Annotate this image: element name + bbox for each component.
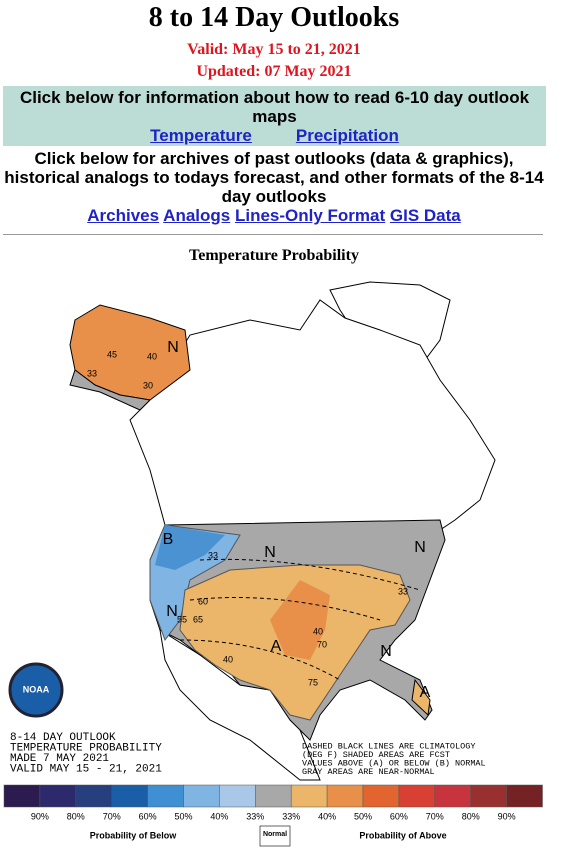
link[interactable]: Temperature [150,126,252,145]
region-letter: N [414,539,426,556]
legend-swatch [290,784,328,808]
contour-label: 33 [208,550,218,560]
region-letter: A [420,684,431,701]
legend-title: Probability of Above [359,830,446,840]
legend-swatch [434,784,471,808]
region-letter: B [163,531,174,548]
contour-label: 30 [143,380,153,390]
map-title: Temperature Probability [189,247,359,264]
valid-date: Valid: May 15 to 21, 2021 [187,41,361,58]
map-label: TEMPERATURE PROBABILITY [10,742,162,754]
info-box: Click below for information about how to… [3,86,546,146]
contour-label: 40 [147,351,157,361]
region-letter: N [380,643,392,660]
outlook-map: NOAA N B N N N A N A 45 40 33 30 33 60 55 65 40 40 70 75 33 8… [3,281,543,847]
map-note: (DEG F) SHADED AREAS ARE FCST [302,750,450,760]
map-note: GRAY AREAS ARE NEAR-NORMAL [302,767,435,777]
legend-swatch [3,784,41,808]
map-note: VALUES ABOVE (A) OR BELOW (B) NORMAL [302,758,486,768]
contour-label: 33 [87,368,97,378]
link[interactable]: Archives [87,206,160,225]
contour-label: 55 [177,614,187,624]
legend-label: 60% [390,811,408,821]
legend-label: 70% [426,811,444,821]
map-label: VALID MAY 15 - 21, 2021 [10,763,162,775]
legend-label: 40% [210,811,228,821]
legend-swatch [183,784,220,808]
legend-title: Normal [263,831,287,838]
link[interactable]: GIS Data [389,206,461,225]
above-area-strong [270,580,330,660]
divider [3,234,543,235]
logo-text: NOAA [23,684,50,694]
climatology-line [179,558,421,681]
legend-label: 60% [139,811,157,821]
updated-date: Updated: 07 May 2021 [196,63,352,80]
legend-label: 80% [67,811,85,821]
legend-label: 40% [318,811,336,821]
region-letter: N [264,544,276,561]
legend-label: 80% [462,811,480,821]
normal-box [259,825,291,847]
info-text: Click below for information about how to… [19,88,530,126]
contour-label: 45 [107,349,117,359]
below-area-strong [155,525,225,570]
link[interactable]: Lines-Only Format [234,206,386,225]
legend-swatch [255,784,292,808]
legend-label: 70% [103,811,121,821]
page-title: 8 to 14 Day Outlooks [148,2,400,33]
noaa-logo [8,662,64,718]
legend-swatch [147,784,184,808]
legend-label: 90% [498,811,516,821]
map-note: DASHED BLACK LINES ARE CLIMATOLOGY [302,741,475,751]
region-letter: N [166,603,178,620]
legend-label: 33% [246,811,264,821]
archives-section: Click below for archives of past outlook… [0,149,548,225]
florida-above [411,678,431,717]
legend-swatch [506,784,543,808]
map-label: 8-14 DAY OUTLOOK [10,732,116,744]
legend-label: 90% [31,811,49,821]
legend-title: Probability of Below [90,830,178,840]
contour-label: 75 [308,677,318,687]
region-letter: N [167,339,179,356]
legend-swatch [362,784,400,808]
legend-swatch [470,784,507,808]
legend-swatch [75,784,112,808]
region-letter: A [271,638,282,655]
mexico [159,628,321,781]
legend-swatch [219,784,256,808]
legend-label: 50% [174,811,192,821]
contour-label: 40 [223,654,233,664]
contour-label: 33 [398,586,408,596]
legend-swatch [398,784,436,808]
link[interactable]: Precipitation [295,126,399,145]
contour-label: 40 [313,626,323,636]
archives-text: Click below for archives of past outlook… [4,149,544,206]
link[interactable]: Analogs [163,206,231,225]
legend-swatch [39,784,77,808]
legend-swatch [326,784,364,808]
contour-label: 60 [198,596,208,606]
contour-label: 70 [317,639,327,649]
legend-swatch [111,784,148,808]
contour-label: 65 [193,614,203,624]
legend-label: 50% [354,811,372,821]
alaska-normal [69,369,152,411]
legend-label: 33% [282,811,300,821]
map-label: MADE 7 MAY 2021 [10,753,109,765]
